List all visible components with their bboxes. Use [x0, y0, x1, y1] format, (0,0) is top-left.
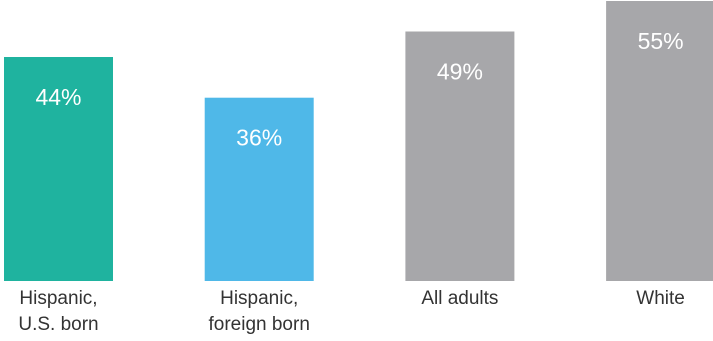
bar-value-label-2: 49% [437, 59, 483, 85]
bar-value-label-0: 44% [35, 84, 81, 110]
category-label-line: All adults [421, 288, 499, 309]
bar-1 [204, 97, 314, 281]
bar-0 [4, 57, 113, 281]
category-label-line: White [636, 288, 685, 309]
category-label-line: Hispanic, [19, 288, 98, 309]
category-label-line: foreign born [208, 314, 310, 335]
category-label-1: Hispanic, foreign born [184, 286, 334, 338]
category-label-3: White [586, 286, 713, 312]
category-label-line: Hispanic, [220, 288, 299, 309]
bar-3 [606, 1, 713, 281]
bar-value-label-3: 55% [638, 28, 684, 54]
bar-value-label-1: 36% [236, 125, 282, 151]
category-label-line: U.S. born [18, 314, 99, 335]
category-label-0: Hispanic, U.S. born [0, 286, 134, 338]
category-label-2: All adults [385, 286, 535, 312]
bar-2 [405, 31, 515, 281]
